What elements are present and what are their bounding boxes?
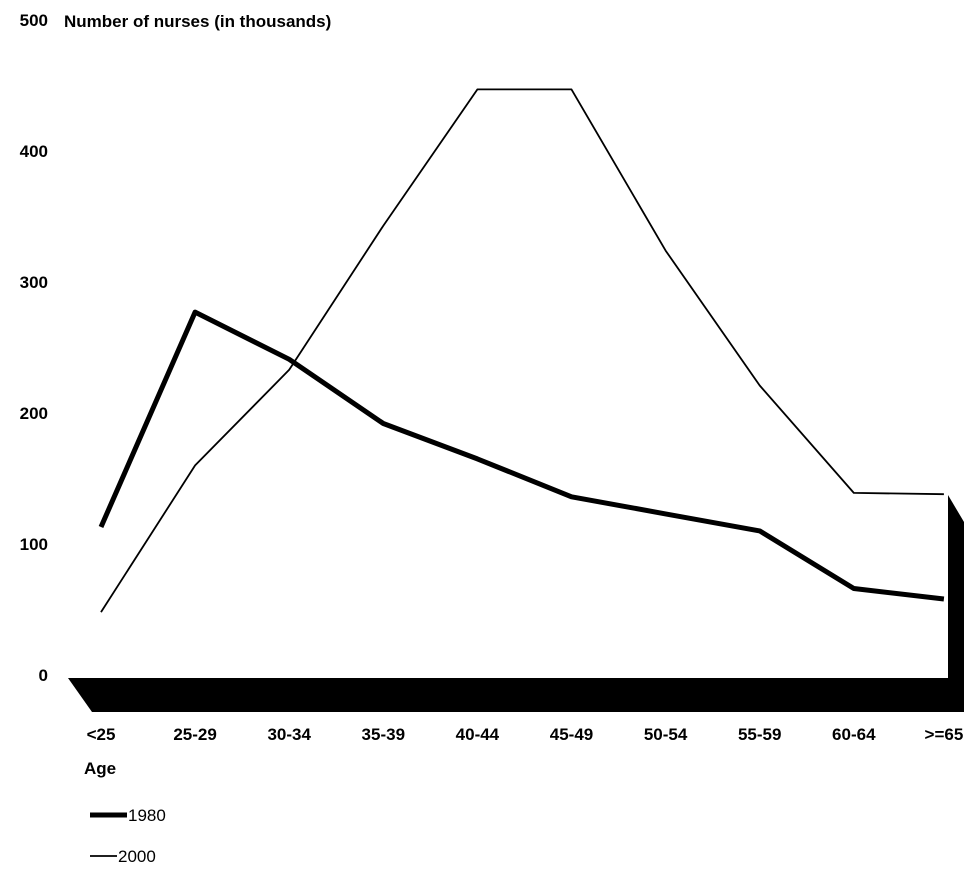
x-tick-label: 50-54 xyxy=(644,725,688,744)
x-tick-label: 60-64 xyxy=(832,725,876,744)
x-tick-label: 35-39 xyxy=(362,725,405,744)
y-tick-label: 100 xyxy=(20,535,48,554)
x-tick-label: 25-29 xyxy=(173,725,216,744)
legend: 1980 2000 xyxy=(90,806,166,866)
x-tick-label: 55-59 xyxy=(738,725,781,744)
series-line-1980 xyxy=(101,312,944,599)
x-axis-ticks: <25 25-29 30-34 35-39 40-44 45-49 50-54 55-59 60… xyxy=(87,725,964,744)
y-axis-ticks: 0 100 200 300 400 500 xyxy=(20,11,48,685)
legend-label-2000: 2000 xyxy=(118,847,156,866)
y-tick-label: 300 xyxy=(20,273,48,292)
x-axis-title: Age xyxy=(84,759,116,778)
series-layer xyxy=(101,89,944,612)
legend-label-1980: 1980 xyxy=(128,806,166,825)
x-tick-label: <25 xyxy=(87,725,116,744)
y-tick-label: 0 xyxy=(39,666,48,685)
series-line-2000 xyxy=(101,89,944,612)
chart-floor xyxy=(68,678,948,712)
y-axis-title: Number of nurses (in thousands) xyxy=(64,12,331,31)
chart-right-wall xyxy=(948,495,964,712)
x-tick-label: 45-49 xyxy=(550,725,593,744)
x-tick-label: >=65 xyxy=(925,725,964,744)
x-tick-label: 30-34 xyxy=(267,725,311,744)
x-tick-label: 40-44 xyxy=(456,725,500,744)
y-tick-label: 200 xyxy=(20,404,48,423)
y-tick-label: 500 xyxy=(20,11,48,30)
y-tick-label: 400 xyxy=(20,142,48,161)
